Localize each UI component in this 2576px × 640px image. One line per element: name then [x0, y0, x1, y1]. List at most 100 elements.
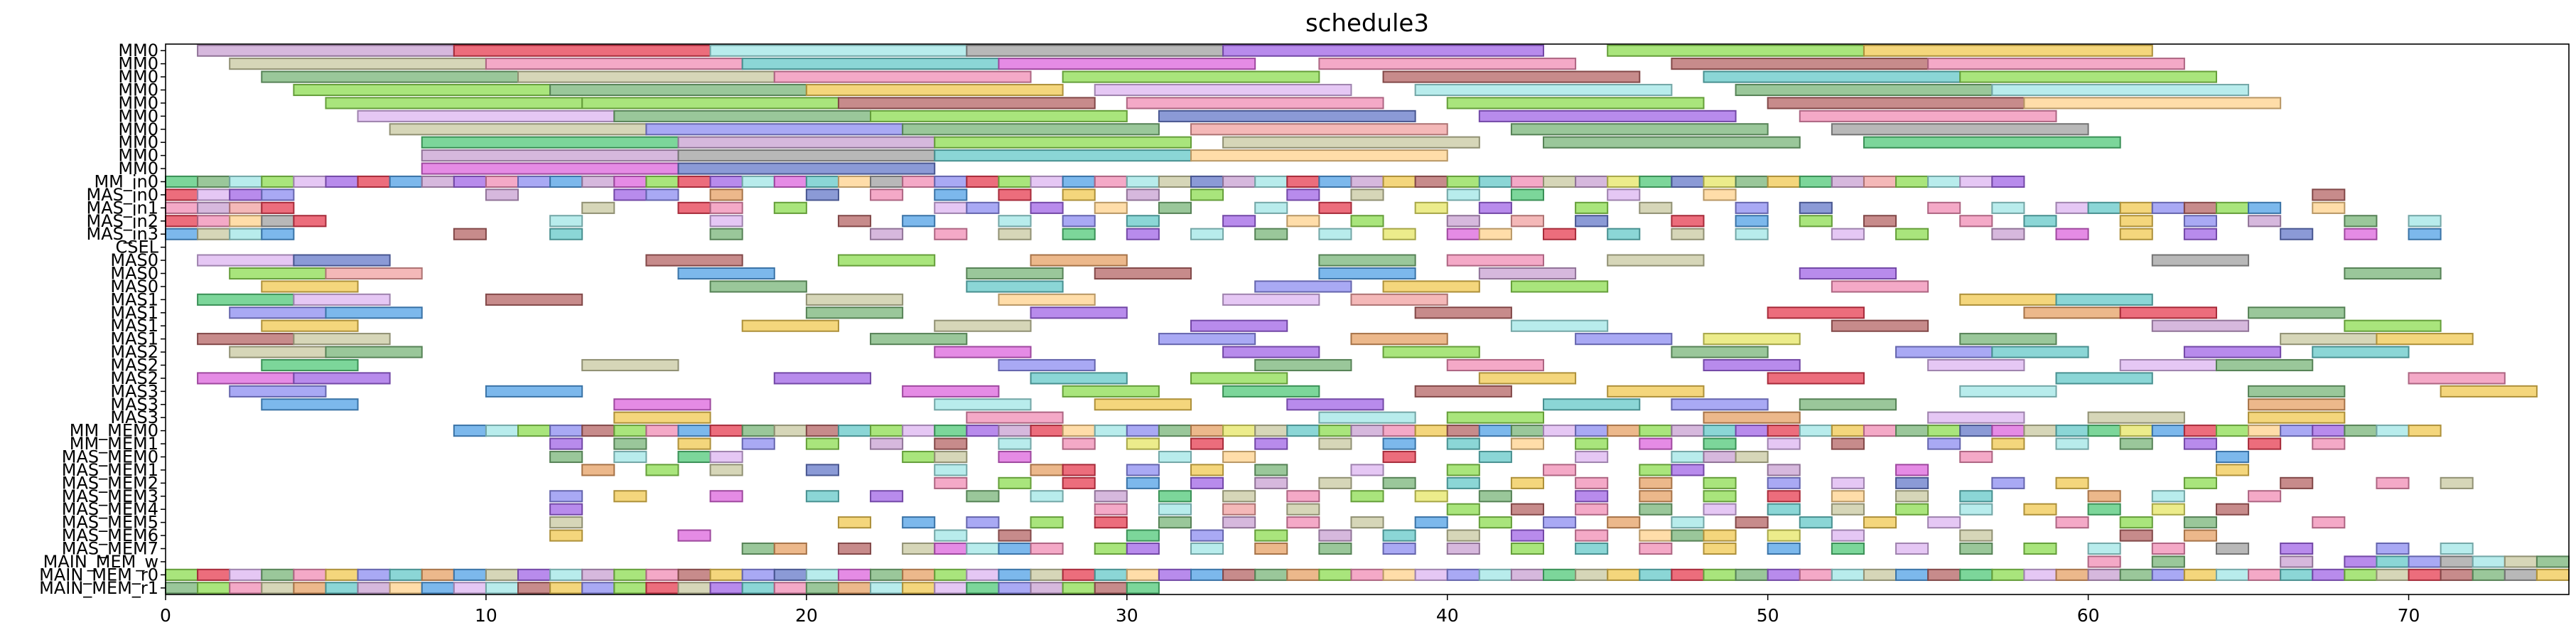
y-tick-label: MAS3 [110, 407, 158, 427]
task-bar [1767, 503, 1801, 516]
task-bar [1254, 568, 1288, 581]
task-bar [1543, 516, 1577, 529]
task-bar [1959, 175, 1993, 188]
task-bar [1799, 201, 1833, 214]
task-bar [613, 568, 647, 581]
task-bar [453, 425, 487, 437]
task-bar [2408, 372, 2506, 385]
task-bar [1703, 175, 1737, 188]
task-bar [902, 175, 936, 188]
task-bar [1446, 254, 1545, 267]
task-bar [1350, 188, 1384, 201]
task-bar [581, 464, 615, 476]
task-bar [2183, 228, 2217, 240]
task-bar [677, 582, 711, 594]
task-bar [2248, 201, 2282, 214]
task-bar [805, 293, 904, 306]
task-bar [966, 411, 1064, 424]
task-bar [1735, 425, 1769, 437]
task-bar [837, 425, 872, 437]
task-bar [229, 215, 263, 228]
task-bar [2312, 188, 2346, 201]
task-bar [1671, 58, 1929, 70]
task-bar [197, 201, 231, 214]
y-tick-label: MM0 [118, 41, 158, 60]
task-bar [421, 568, 455, 581]
task-bar [2344, 215, 2378, 228]
task-bar [1478, 568, 1512, 581]
task-bar [1062, 175, 1096, 188]
task-bar [1446, 411, 1545, 424]
task-bar [389, 582, 423, 594]
task-bar [2215, 568, 2250, 581]
task-bar [1318, 58, 1577, 70]
y-tick-label: MAS0 [110, 264, 158, 284]
task-bar [549, 228, 583, 240]
task-bar [229, 582, 263, 594]
task-bar [741, 437, 775, 450]
task-bar [1510, 568, 1545, 581]
task-bar [197, 333, 295, 346]
task-bars [165, 44, 2570, 594]
task-bar [1062, 228, 1096, 240]
task-bar [1639, 529, 1673, 542]
y-tick-label: MAS1 [110, 329, 158, 349]
task-bar [1446, 228, 1480, 240]
task-bar [2280, 425, 2314, 437]
task-bar [998, 568, 1032, 581]
task-bar [421, 175, 455, 188]
task-bar [1831, 425, 1865, 437]
task-bar [645, 254, 743, 267]
y-tick-label: MAS_MEM7 [62, 539, 158, 559]
task-bar [2376, 333, 2474, 346]
task-bar [229, 385, 327, 398]
task-bar [1478, 450, 1512, 464]
y-tick-label: MAS0 [110, 250, 158, 270]
task-bar [1543, 136, 1801, 149]
task-bar [741, 568, 775, 581]
task-bar [2055, 516, 2089, 529]
task-bar [998, 215, 1032, 228]
task-bar [966, 490, 1000, 503]
task-bar [1767, 568, 1801, 581]
task-bar [613, 110, 872, 122]
task-bar [2151, 201, 2185, 214]
task-bar [1478, 267, 1577, 280]
task-bar [1126, 437, 1160, 450]
task-bar [1446, 542, 1480, 555]
task-bar [1446, 175, 1480, 188]
task-bar [837, 568, 872, 581]
task-bar [677, 437, 711, 450]
x-tick-label: 40 [1436, 605, 1459, 626]
task-bar [966, 280, 1064, 293]
task-bar [1831, 123, 2089, 136]
task-bar [1639, 201, 1673, 214]
task-bar [934, 136, 1192, 149]
task-bar [2248, 425, 2282, 437]
task-bar [1671, 568, 1705, 581]
task-bar [453, 582, 487, 594]
task-bar [1030, 175, 1064, 188]
task-bar [837, 516, 872, 529]
task-bar [2023, 568, 2057, 581]
task-bar [2087, 542, 2121, 555]
y-tick-label: MM0 [118, 146, 158, 166]
task-bar [2183, 425, 2217, 437]
task-bar [325, 568, 359, 581]
task-bar [1831, 280, 1929, 293]
task-bar [2087, 490, 2121, 503]
task-bar [837, 582, 872, 594]
task-bar [1414, 385, 1512, 398]
task-bar [741, 319, 839, 332]
y-tick-label: MAIN_MEM_r1 [39, 578, 158, 598]
task-bar [549, 582, 583, 594]
task-bar [1158, 201, 1192, 214]
task-bar [517, 175, 551, 188]
task-bar [741, 425, 775, 437]
task-bar [805, 188, 839, 201]
task-bar [1318, 201, 1352, 214]
task-bar [1318, 254, 1416, 267]
y-tick-label: MM0 [118, 159, 158, 178]
task-bar [581, 358, 679, 372]
task-bar [1543, 425, 1577, 437]
